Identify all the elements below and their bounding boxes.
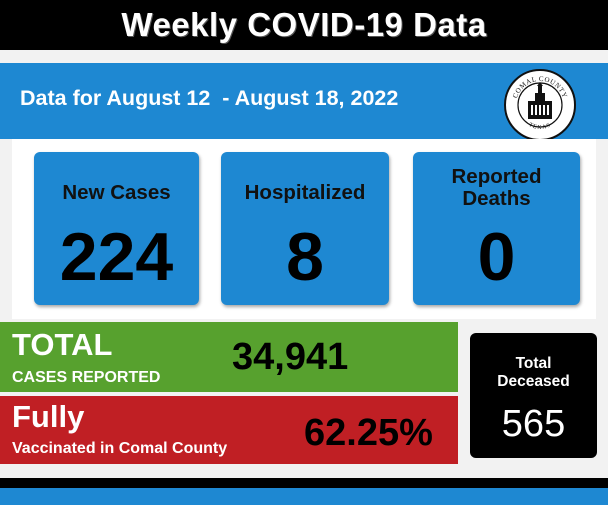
vaccinated-title: Fully — [12, 399, 85, 434]
page-title: Weekly COVID-19 Data — [0, 0, 608, 50]
seal-bottom-text: TEXAS — [528, 122, 552, 131]
bottom-divider — [0, 478, 608, 488]
courthouse-seal-icon: COMAL COUNTY TEXAS — [511, 75, 568, 131]
hospitalized-card: Hospitalized 8 — [221, 152, 389, 305]
total-deceased-label-line1: Total — [515, 355, 552, 372]
total-deceased-label-line2: Deceased — [497, 373, 570, 390]
new-cases-card: New Cases 224 — [34, 152, 199, 305]
vaccinated-subtitle: Vaccinated in Comal County — [12, 440, 228, 457]
date-range-text: Data for August 12 - August 18, 2022 — [20, 86, 399, 110]
total-cases-bar: TOTAL CASES REPORTED 34,941 — [0, 322, 458, 392]
vaccinated-bar: Fully Vaccinated in Comal County 62.25% — [0, 396, 458, 464]
reported-deaths-card: Reported Deaths 0 — [413, 152, 580, 305]
total-deceased-box: Total Deceased 565 — [470, 333, 597, 458]
reported-deaths-label-line2: Deaths — [462, 187, 531, 210]
hospitalized-label: Hospitalized — [244, 181, 366, 204]
vaccinated-value: 62.25% — [304, 412, 433, 454]
new-cases-value: 224 — [59, 219, 174, 295]
reported-deaths-value: 0 — [477, 219, 516, 295]
county-seal-logo: COMAL COUNTY TEXAS — [504, 69, 576, 141]
total-deceased-value: 565 — [501, 403, 566, 445]
new-cases-label: New Cases — [62, 181, 171, 204]
reported-deaths-label-line1: Reported — [451, 165, 542, 188]
total-cases-subtitle: CASES REPORTED — [12, 369, 161, 386]
total-cases-title: TOTAL — [12, 327, 113, 362]
total-cases-value: 34,941 — [232, 336, 349, 378]
bottom-strip — [0, 488, 608, 505]
svg-text:TEXAS: TEXAS — [528, 122, 553, 131]
hospitalized-value: 8 — [286, 219, 324, 295]
